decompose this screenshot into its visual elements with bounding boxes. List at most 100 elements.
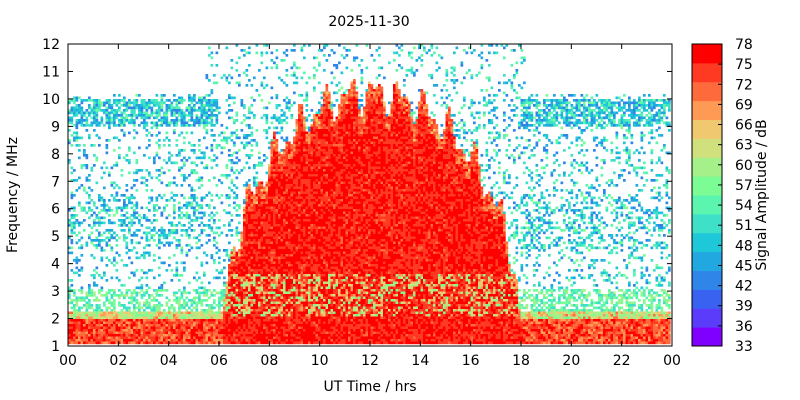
spectrogram-cell [290, 274, 294, 277]
spectrogram-cell [295, 264, 299, 267]
spectrogram-cell [190, 334, 194, 337]
spectrogram-cell [258, 196, 261, 200]
spectrogram-cell [243, 146, 246, 150]
spectrogram-cell [280, 216, 284, 220]
spectrogram-cell [168, 331, 171, 335]
spectrogram-cell [90, 294, 94, 297]
spectrogram-cell [273, 204, 276, 207]
spectrogram-cell [288, 261, 291, 265]
spectrogram-cell [90, 231, 94, 235]
spectrogram-cell [280, 294, 284, 297]
spectrogram-cell [298, 266, 301, 270]
spectrogram-cell [298, 111, 301, 115]
spectrogram-cell [283, 149, 286, 152]
spectrogram-cell [85, 156, 89, 160]
spectrogram-cell [235, 336, 239, 340]
spectrogram-cell [260, 221, 264, 225]
spectrogram-cell [93, 284, 96, 287]
spectrogram-cell [255, 141, 259, 145]
spectrogram-cell [185, 106, 189, 110]
spectrogram-cell [228, 314, 231, 317]
spectrogram-cell [150, 341, 154, 345]
spectrogram-cell [300, 124, 304, 127]
spectrogram-cell [83, 311, 86, 315]
spectrogram-cell [280, 199, 284, 202]
spectrogram-cell [213, 276, 216, 280]
spectrogram-cell [98, 194, 101, 197]
spectrogram-cell [228, 291, 231, 295]
spectrogram-cell [263, 114, 266, 117]
spectrogram-cell [195, 121, 199, 125]
spectrogram-cell [70, 109, 74, 112]
spectrogram-cell [215, 326, 219, 330]
spectrogram-cell [80, 336, 84, 340]
spectrogram-cell [260, 256, 264, 260]
spectrogram-cell [240, 129, 244, 132]
spectrogram-cell [165, 339, 169, 342]
spectrogram-cell [135, 336, 139, 340]
spectrogram-cell [188, 196, 191, 200]
spectrogram-cell [235, 324, 239, 327]
spectrogram-cell [125, 326, 129, 330]
spectrogram-cell [250, 261, 254, 265]
spectrogram-cell [225, 99, 229, 102]
spectrogram-cell [280, 149, 284, 152]
spectrogram-cell [273, 309, 276, 312]
spectrogram-cell [85, 201, 89, 205]
spectrogram-cell [295, 299, 299, 302]
spectrogram-cell [288, 276, 291, 280]
spectrogram-cell [255, 209, 259, 212]
spectrogram-cell [140, 116, 144, 120]
spectrogram-cell [235, 276, 239, 280]
spectrogram-cell [200, 199, 204, 202]
spectrogram-cell [260, 234, 264, 237]
spectrogram-cell [90, 311, 94, 315]
spectrogram-cell [125, 116, 129, 120]
spectrogram-cell [248, 184, 251, 187]
spectrogram-cell [130, 311, 134, 315]
spectrogram-cell [243, 324, 246, 327]
spectrogram-cell [265, 249, 269, 252]
spectrogram-cell [273, 201, 276, 205]
spectrogram-cell [165, 234, 169, 237]
spectrogram-cell [263, 216, 266, 220]
spectrogram-cell [220, 269, 224, 272]
spectrogram-cell [168, 214, 171, 217]
spectrogram-cell [263, 86, 266, 90]
spectrogram-cell [115, 136, 119, 140]
spectrogram-cell [230, 309, 234, 312]
spectrogram-cell [275, 214, 279, 217]
spectrogram-cell [198, 324, 201, 327]
spectrogram-cell [105, 306, 109, 310]
spectrogram-cell [175, 154, 179, 157]
spectrogram-cell [153, 159, 156, 162]
spectrogram-cell [115, 339, 119, 342]
spectrogram-cell [240, 321, 244, 325]
spectrogram-cell [73, 309, 76, 312]
spectrogram-cell [260, 204, 264, 207]
spectrogram-cell [245, 276, 249, 280]
spectrogram-cell [193, 341, 196, 345]
spectrogram-cell [123, 194, 126, 197]
spectrogram-cell [85, 341, 89, 345]
spectrogram-cell [283, 209, 286, 212]
spectrogram-cell [228, 254, 231, 257]
spectrogram-cell [288, 269, 291, 272]
spectrogram-cell [203, 289, 206, 292]
spectrogram-cell [243, 236, 246, 240]
spectrogram-cell [225, 254, 229, 257]
spectrogram-cell [253, 294, 256, 297]
spectrogram-cell [93, 104, 96, 107]
spectrogram-cell [200, 316, 204, 320]
spectrogram-cell [78, 239, 81, 242]
spectrogram-cell [243, 269, 246, 272]
spectrogram-cell [293, 281, 296, 285]
spectrogram-cell [198, 139, 201, 142]
spectrogram-cell [225, 211, 229, 215]
spectrogram-cell [243, 341, 246, 345]
spectrogram-cell [283, 281, 286, 285]
spectrogram-cell [235, 134, 239, 137]
spectrogram-cell [88, 294, 91, 297]
spectrogram-cell [263, 339, 266, 342]
spectrogram-cell [195, 291, 199, 295]
